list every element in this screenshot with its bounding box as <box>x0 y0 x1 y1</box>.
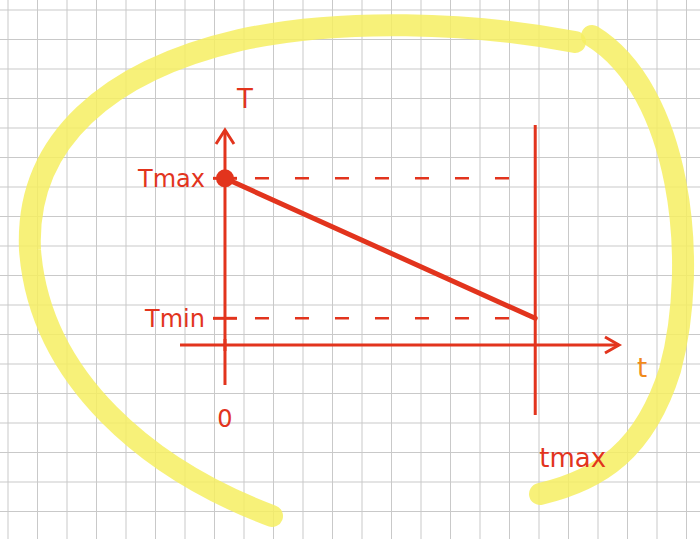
paper-line <box>0 187 700 188</box>
paper-line <box>0 128 700 129</box>
guide-line <box>255 177 527 180</box>
paper-line <box>450 0 451 539</box>
paper-line <box>0 216 700 217</box>
paper-line <box>303 0 304 539</box>
paper-line <box>332 0 333 539</box>
x-arrow <box>605 337 619 353</box>
paper-line <box>0 511 700 512</box>
highlight <box>30 25 575 516</box>
x-tick-label: tmax <box>539 443 606 473</box>
paper-line <box>0 364 700 365</box>
paper-grid <box>0 0 700 539</box>
paper-line <box>67 0 68 539</box>
paper-line <box>657 0 658 539</box>
chart: Tt 0 tmax Tmin Tmax <box>0 0 700 539</box>
paper-line <box>480 0 481 539</box>
x-tick <box>223 339 226 351</box>
paper-line <box>0 69 700 70</box>
paper-line <box>0 334 700 335</box>
paper-line <box>185 0 186 539</box>
paper-line <box>0 275 700 276</box>
paper-line <box>509 0 510 539</box>
paper-line <box>273 0 274 539</box>
y-tick <box>213 317 237 320</box>
paper-line <box>8 0 9 539</box>
data-line <box>225 178 535 318</box>
paper-line <box>0 246 700 247</box>
paper-line <box>362 0 363 539</box>
plot <box>216 169 535 318</box>
x-axis <box>180 344 619 347</box>
x-tick <box>534 125 537 415</box>
paper-line <box>244 0 245 539</box>
x-axis-title: t <box>637 353 647 383</box>
paper-line <box>391 0 392 539</box>
x-tick-label: 0 <box>217 405 232 433</box>
axes <box>180 125 619 415</box>
paper-line <box>96 0 97 539</box>
y-tick-label: Tmax <box>137 165 205 193</box>
y-axis <box>223 130 226 385</box>
data-point <box>216 169 234 187</box>
highlight <box>540 36 683 494</box>
y-axis-title: T <box>236 84 253 114</box>
paper-line <box>0 10 700 11</box>
paper-line <box>214 0 215 539</box>
y-arrow <box>216 130 234 144</box>
paper-line <box>0 393 700 394</box>
guide-line <box>255 317 527 320</box>
y-tick-label: Tmin <box>144 305 205 333</box>
paper-line <box>0 157 700 158</box>
paper-line <box>0 305 700 306</box>
